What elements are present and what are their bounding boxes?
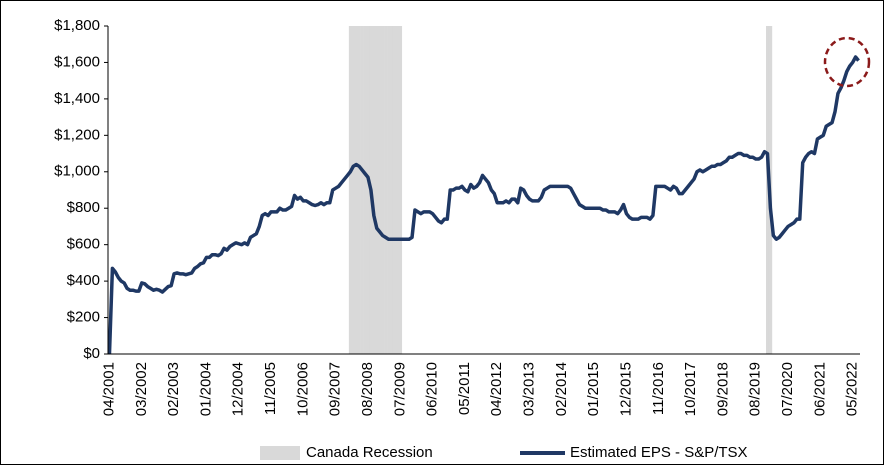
x-tick-label: 09/2018	[714, 362, 731, 416]
recession-bar	[375, 26, 379, 354]
x-tick-label: 12/2004	[230, 362, 247, 416]
x-tick-label: 03/2002	[133, 362, 150, 416]
recession-bar	[378, 26, 382, 354]
y-tick-label: $1,200	[54, 126, 100, 143]
y-tick-label: $400	[67, 272, 100, 289]
y-tick-label: $800	[67, 199, 100, 216]
x-tick-label: 06/2021	[811, 362, 828, 416]
recession-bar	[395, 26, 400, 354]
x-tick-label: 02/2014	[553, 362, 570, 416]
recession-bar	[398, 26, 403, 354]
recession-bar	[348, 26, 353, 354]
recession-bar	[390, 26, 394, 354]
x-tick-label: 07/2020	[779, 362, 796, 416]
x-tick-label: 12/2015	[617, 362, 634, 416]
x-tick-label: 08/2008	[359, 362, 376, 416]
legend-label: Estimated EPS - S&P/TSX	[570, 444, 748, 461]
y-tick-label: $200	[67, 309, 100, 326]
recession-bar	[766, 26, 770, 354]
recession-bar	[372, 26, 376, 354]
y-tick-label: $1,400	[54, 90, 100, 107]
plot-area: $0 $200 $400 $600 $800 $1,000 $1,200 $1,400 $1,6…	[54, 17, 861, 416]
recession-bar	[381, 26, 385, 354]
y-tick-label: $0	[83, 345, 100, 362]
recession-bar	[357, 26, 361, 354]
x-tick-label: 05/2022	[844, 362, 861, 416]
x-tick-label: 10/2017	[682, 362, 699, 416]
recession-bar	[392, 26, 397, 354]
legend-swatch	[260, 446, 300, 460]
recession-bar	[354, 26, 358, 354]
x-tick-label: 02/2003	[165, 362, 182, 416]
x-tick-label: 04/2001	[100, 362, 117, 416]
y-tick-label: $1,000	[54, 163, 100, 180]
x-tick-label: 11/2016	[650, 362, 667, 415]
x-tick-label: 01/2015	[585, 362, 602, 416]
recession-bar	[363, 26, 367, 354]
x-tick-label: 01/2004	[197, 362, 214, 416]
recession-bar	[387, 26, 391, 354]
x-tick-label: 04/2012	[488, 362, 505, 416]
y-tick-label: $600	[67, 236, 100, 253]
highlight-circle	[823, 36, 871, 88]
x-tick-label: 03/2013	[521, 362, 538, 416]
eps-line	[107, 55, 860, 355]
y-tick-label: $1,600	[54, 53, 100, 70]
recession-bar	[360, 26, 364, 354]
x-tick-label: 09/2007	[327, 362, 344, 416]
recession-bar	[366, 26, 370, 354]
recession-bar	[351, 26, 356, 354]
x-tick-label: 11/2005	[262, 362, 279, 415]
x-tick-label: 05/2011	[456, 362, 473, 415]
x-tick-label: 07/2009	[391, 362, 408, 416]
x-tick-label: 06/2010	[424, 362, 441, 416]
y-tick-label: $1,800	[54, 17, 100, 34]
x-tick-label: 08/2019	[747, 362, 764, 416]
legend-label: Canada Recession	[306, 444, 433, 461]
recession-bar	[384, 26, 388, 354]
x-tick-label: 10/2006	[294, 362, 311, 416]
